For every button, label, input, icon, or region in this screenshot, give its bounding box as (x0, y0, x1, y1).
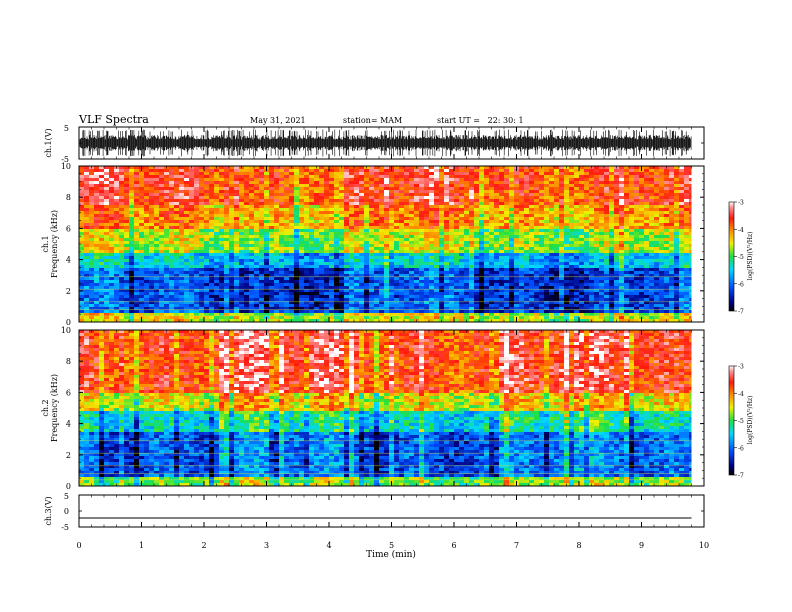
ch1-colorbar-scale (728, 201, 735, 312)
time-axis-ticks (78, 126, 705, 528)
frequency-tick-label: 6 (66, 388, 71, 397)
time-tick-label: 7 (514, 541, 519, 550)
time-tick-label: 2 (201, 541, 206, 550)
frequency-tick-label: 0 (66, 318, 71, 327)
ch1-colorbar-label: log(PSD)(V²/Hz) (747, 232, 754, 281)
colorbar-tick-label: -5 (738, 418, 744, 425)
colorbar-tick-label: -3 (738, 364, 744, 371)
frequency-tick-label: 10 (61, 162, 71, 171)
time-tick-label: 3 (264, 541, 269, 550)
figure-title: VLF Spectra (78, 113, 149, 126)
ch1-waveform-ylabel: ch.1(V) (44, 128, 53, 157)
ch1-spectrogram-image (79, 166, 692, 322)
ch2-colorbar-label: log(PSD)(V²/Hz) (747, 396, 754, 445)
time-tick-label: 8 (576, 541, 581, 550)
ch3-waveform-ytick-top: 5 (64, 492, 69, 501)
ch2-spectrogram-panel: 0 2 4 6 8 10 ch.2 Frequency (kHz) (41, 326, 705, 491)
ch2-colorbar: -7 -6 -5 -4 -3 log(PSD)(V²/Hz) (728, 364, 754, 480)
time-tick-label: 1 (139, 541, 144, 550)
time-tick-label: 5 (389, 541, 394, 550)
frequency-tick-label: 10 (61, 326, 71, 335)
ch2-frequency-label: Frequency (kHz) (50, 374, 59, 442)
ch1-waveform-panel: 5 -5 ch.1(V) (44, 124, 705, 164)
time-tick-label: 9 (639, 541, 644, 550)
colorbar-tick-label: -6 (738, 281, 744, 288)
frequency-tick-label: 0 (66, 482, 71, 491)
ch2-colorbar-ticks: -7 -6 -5 -4 -3 (734, 364, 744, 480)
ch1-waveform-ytick-top: 5 (64, 124, 69, 133)
time-tick-label: 6 (451, 541, 456, 550)
colorbar-tick-label: -4 (738, 227, 744, 234)
frequency-tick-label: 2 (66, 451, 71, 460)
time-tick-label: 4 (326, 541, 331, 550)
frequency-tick-label: 6 (66, 224, 71, 233)
colorbar-tick-label: -6 (738, 445, 744, 452)
ch3-waveform-ylabel: ch.3(V) (44, 496, 53, 525)
ch1-channel-label: ch.1 (41, 235, 50, 252)
ch1-waveform-ytick-bottom: -5 (61, 155, 69, 164)
ch3-waveform-panel: 5 0 -5 ch.3(V) (44, 492, 705, 532)
ch1-waveform-trace (79, 129, 692, 157)
frequency-tick-label: 8 (66, 193, 71, 202)
ch1-colorbar-ticks: -7 -6 -5 -4 -3 (734, 200, 744, 316)
date-label: May 31, 2021 (250, 116, 306, 125)
frequency-tick-label: 4 (66, 256, 71, 265)
ch2-spectrogram-image (79, 330, 692, 486)
frequency-tick-label: 4 (66, 420, 71, 429)
colorbar-tick-label: -7 (738, 309, 744, 316)
ch1-colorbar: -7 -6 -5 -4 -3 log(PSD)(V²/Hz) (728, 200, 754, 316)
time-axis-tick-labels: 0 1 2 3 4 5 6 7 8 9 10 (76, 541, 709, 550)
frequency-tick-label: 2 (66, 287, 71, 296)
colorbar-tick-label: -7 (738, 473, 744, 480)
ch3-waveform-ytick-bottom: -5 (61, 523, 69, 532)
time-axis-label: Time (min) (366, 549, 416, 560)
ch3-waveform-ytick-mid: 0 (64, 507, 69, 516)
colorbar-tick-label: -5 (738, 254, 744, 261)
colorbar-tick-label: -3 (738, 200, 744, 207)
time-tick-label: 0 (76, 541, 81, 550)
ch2-channel-label: ch.2 (41, 399, 50, 416)
frequency-tick-label: 8 (66, 357, 71, 366)
colorbar-tick-label: -4 (738, 391, 744, 398)
ch2-spectrogram-yticks: 0 2 4 6 8 10 (61, 326, 704, 491)
ch1-frequency-label: Frequency (kHz) (50, 210, 59, 278)
ch1-spectrogram-panel: 0 2 4 6 8 10 ch.1 Frequency (kHz) (41, 162, 705, 327)
start-time-label: start UT = 22: 30: 1 (437, 116, 524, 125)
station-label: station= MAM (343, 116, 402, 125)
time-tick-label: 10 (699, 541, 709, 550)
ch2-colorbar-scale (728, 365, 735, 476)
